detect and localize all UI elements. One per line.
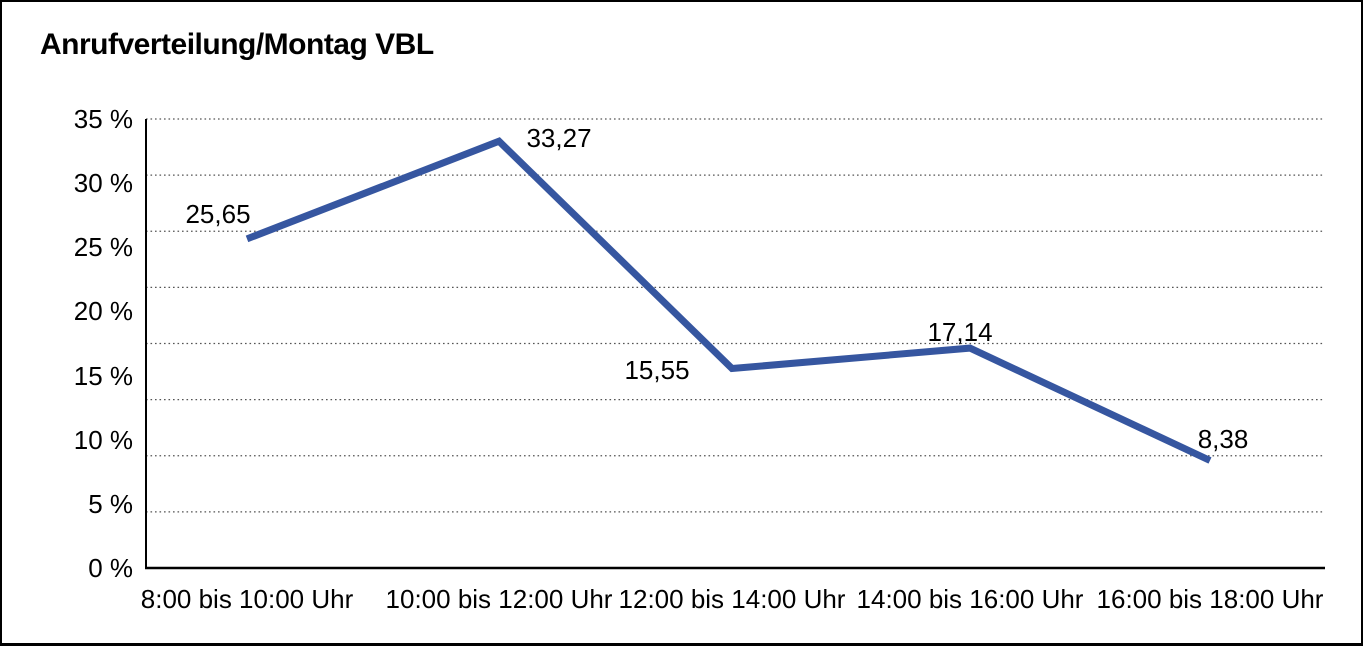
data-point-label: 25,65 — [185, 198, 251, 229]
data-point-label: 33,27 — [526, 123, 592, 154]
chart-title: Anrufverteilung/Montag VBL — [40, 28, 434, 61]
x-axis-category-label: 10:00 bis 12:00 Uhr — [385, 584, 613, 614]
data-point-label: 15,55 — [624, 354, 690, 385]
y-axis-tick-label: 15 % — [73, 360, 133, 391]
x-axis-category-label: 16:00 bis 18:00 Uhr — [1096, 584, 1324, 614]
y-axis-tick-label: 0 % — [88, 553, 133, 583]
y-axis-tick-label: 25 % — [73, 232, 133, 263]
data-line — [245, 137, 1212, 464]
y-axis-tick-label: 10 % — [73, 424, 133, 455]
data-point-label: 17,14 — [927, 317, 993, 348]
x-axis-category-label: 14:00 bis 16:00 Uhr — [856, 584, 1084, 614]
y-axis-tick-label: 5 % — [88, 488, 133, 519]
y-axis-tick-label: 35 % — [73, 104, 133, 134]
data-point-label: 8,38 — [1197, 424, 1249, 455]
x-axis-category-label: 12:00 bis 14:00 Uhr — [618, 584, 846, 614]
x-axis-category-label: 8:00 bis 10:00 Uhr — [140, 584, 354, 614]
y-axis-tick-label: 30 % — [73, 168, 133, 199]
y-axis-tick-label: 20 % — [73, 296, 133, 327]
